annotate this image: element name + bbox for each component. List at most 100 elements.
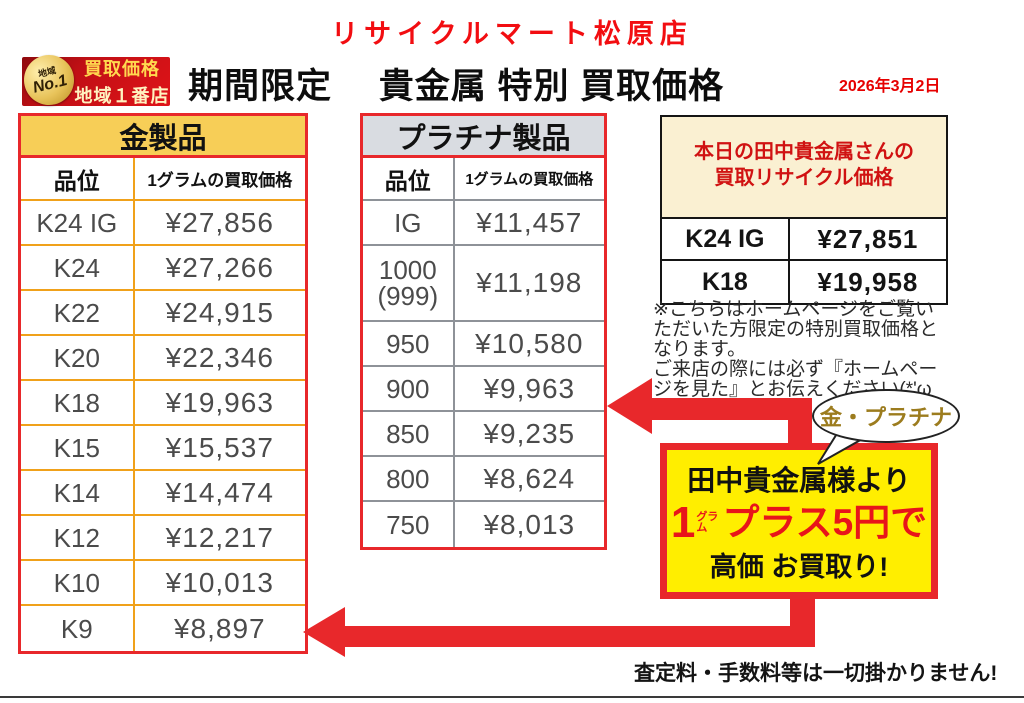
table-row: K10 ¥10,013	[21, 561, 305, 606]
table-row: K18 ¥19,958	[662, 261, 946, 303]
purity-line2: (999)	[377, 281, 439, 311]
note-line: ご来店の際には必ず『ホームペー	[653, 359, 938, 380]
no-fee-note: 査定料・手数料等は一切掛かりません!	[634, 662, 998, 685]
purity-cell: 850	[363, 412, 455, 455]
platinum-table-title: プラチナ製品	[363, 116, 604, 158]
table-row: K18 ¥19,963	[21, 381, 305, 426]
purity-cell: 800	[363, 457, 455, 500]
karat-cell: K22	[21, 291, 135, 334]
promo-line3: 高価 お買取り!	[709, 551, 889, 582]
no1-medal-icon: 地域 No.1	[18, 49, 80, 110]
purity-cell: IG	[363, 201, 455, 244]
store-name: リサイクルマート松原店	[331, 19, 693, 49]
price-cell: ¥9,963	[483, 372, 576, 404]
gram-top: グラ	[696, 510, 719, 523]
table-row: K20 ¥22,346	[21, 336, 305, 381]
tanaka-box-title: 本日の田中貴金属さんの 買取リサイクル価格	[662, 117, 946, 219]
plus5yen-promo-box: 田中貴金属様より 1 グラ ム プラス5円で 高価 お買取り!	[660, 443, 938, 599]
table-row: 750 ¥8,013	[363, 502, 604, 547]
date-label: 2026年3月2日	[839, 78, 941, 95]
note-line: ただいた方限定の特別買取価格と	[653, 319, 939, 340]
purity-cell: 900	[363, 367, 455, 410]
note-line: なります。	[653, 339, 747, 360]
table-row: 1000 (999) ¥11,198	[363, 246, 604, 322]
karat-cell: K24 IG	[21, 201, 135, 244]
karat-cell: K15	[21, 426, 135, 469]
price-cell: ¥27,851	[817, 223, 919, 254]
price-cell: ¥11,198	[476, 267, 583, 298]
karat-cell: K24 IG	[662, 219, 790, 259]
price-cell: ¥10,013	[165, 566, 274, 598]
price-cell: ¥10,580	[475, 327, 584, 359]
note-line: ※こちらはホームページをご覧い	[653, 299, 934, 320]
purity-cell: 950	[363, 322, 455, 365]
karat-cell: K12	[21, 516, 135, 559]
homepage-note: ※こちらはホームページをご覧い ただいた方限定の特別買取価格と なります。 ご来…	[653, 300, 965, 420]
gold-table-title: 金製品	[21, 116, 305, 158]
karat-cell: K20	[21, 336, 135, 379]
price-cell: ¥11,457	[476, 206, 583, 238]
gold-table-column-header: 品位 1グラムの買取価格	[21, 158, 305, 201]
tanaka-title-line1: 本日の田中貴金属さんの	[694, 141, 914, 163]
table-row: IG ¥11,457	[363, 201, 604, 246]
promo-line2: 1 グラ ム プラス5円で	[670, 497, 928, 547]
price-cell: ¥15,537	[165, 431, 274, 463]
platinum-table-column-header: 品位 1グラムの買取価格	[363, 158, 604, 201]
table-row: 900 ¥9,963	[363, 367, 604, 412]
table-row: 950 ¥10,580	[363, 322, 604, 367]
purity-line1: 1000	[378, 255, 437, 285]
badge-line2: 地域１番店	[74, 86, 170, 106]
purity-cell: 1000 (999)	[363, 246, 455, 320]
badge-line1: 買取価格	[84, 59, 160, 79]
karat-cell: K18	[21, 381, 135, 424]
karat-cell: K24	[21, 246, 135, 289]
column-header-price: 1グラムの買取価格	[147, 171, 293, 190]
gram-bottom: ム	[696, 521, 708, 534]
column-header-karat: 品位	[21, 158, 135, 199]
karat-cell: K10	[21, 561, 135, 604]
table-row: K9 ¥8,897	[21, 606, 305, 651]
price-cell: ¥8,013	[483, 508, 576, 540]
table-row: K24 IG ¥27,851	[662, 219, 946, 261]
bottom-divider	[0, 696, 1024, 698]
karat-cell: K9	[21, 606, 135, 651]
price-cell: ¥27,266	[165, 251, 274, 283]
price-cell: ¥8,897	[173, 612, 266, 644]
karat-cell: K18	[662, 261, 790, 303]
purity-cell: 750	[363, 502, 455, 547]
price-cell: ¥24,915	[165, 296, 274, 328]
promo-line1: 田中貴金属様より	[687, 464, 911, 496]
column-header-price: 1グラムの買取価格	[465, 171, 594, 188]
price-cell: ¥19,958	[817, 266, 919, 297]
platinum-products-table: プラチナ製品 品位 1グラムの買取価格 IG ¥11,457 1000 (999)…	[360, 113, 607, 550]
promo-plus5yen: プラス5円で	[722, 501, 928, 543]
karat-cell: K14	[21, 471, 135, 514]
tanaka-price-box: 本日の田中貴金属さんの 買取リサイクル価格 K24 IG ¥27,851 K18 ¥…	[660, 115, 948, 305]
price-cell: ¥8,624	[483, 462, 576, 494]
table-row: K22 ¥24,915	[21, 291, 305, 336]
table-row: K24 ¥27,266	[21, 246, 305, 291]
tanaka-title-line2: 買取リサイクル価格	[714, 167, 894, 189]
price-cell: ¥14,474	[165, 476, 274, 508]
table-row: K15 ¥15,537	[21, 426, 305, 471]
price-cell: ¥27,856	[165, 206, 274, 238]
table-row: K24 IG ¥27,856	[21, 201, 305, 246]
arrow-to-gold-table	[303, 595, 815, 657]
column-header-karat: 品位	[363, 158, 455, 199]
page-title: 期間限定 貴金属 特別 買取価格	[188, 67, 725, 106]
price-cell: ¥12,217	[165, 521, 274, 553]
price-cell: ¥22,346	[165, 341, 274, 373]
table-row: 800 ¥8,624	[363, 457, 604, 502]
table-row: 850 ¥9,235	[363, 412, 604, 457]
table-row: K12 ¥12,217	[21, 516, 305, 561]
gold-products-table: 金製品 品位 1グラムの買取価格 K24 IG ¥27,856 K24 ¥27,26…	[18, 113, 308, 654]
gold-platinum-bubble: 金・プラチナ	[812, 389, 960, 443]
price-cell: ¥9,235	[483, 417, 576, 449]
badge-circle-main: No.1	[31, 70, 69, 96]
bubble-label: 金・プラチナ	[819, 405, 952, 430]
promo-one: 1	[670, 497, 696, 547]
gram-unit: グラ ム	[696, 510, 719, 534]
badge-text: 買取価格 地域１番店	[74, 55, 170, 108]
regional-no1-badge: 地域 No.1 買取価格 地域１番店	[18, 49, 170, 110]
table-row: K14 ¥14,474	[21, 471, 305, 516]
